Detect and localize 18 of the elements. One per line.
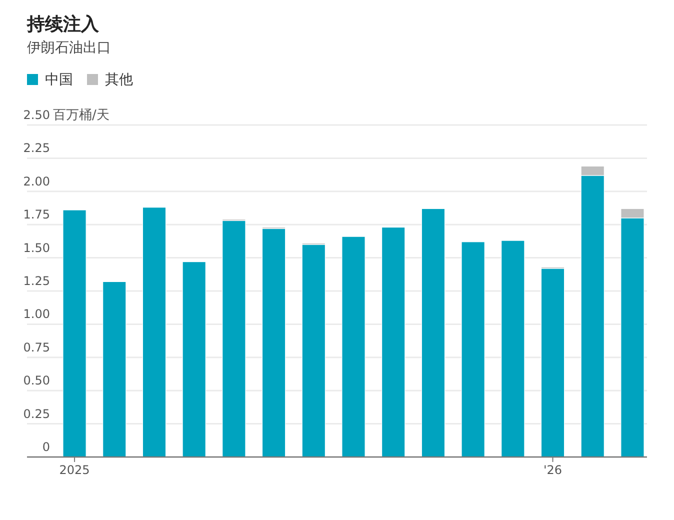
y-tick-label: 1.25 (23, 274, 50, 288)
y-tick-label: 0.50 (23, 374, 50, 388)
y-tick-label: 0.75 (23, 340, 50, 354)
y-tick-label: 2.25 (23, 141, 50, 156)
y-tick-label: 1.00 (23, 307, 50, 322)
y-tick-label: 0.25 (23, 406, 50, 421)
x-tick-label: '26 (543, 463, 562, 477)
y-tick-label: 1.75 (23, 208, 50, 222)
y-tick-label: 1.50 (23, 240, 50, 255)
y-tick-label: 2.00 (23, 174, 50, 188)
y-tick-label: 2.50 (23, 108, 50, 122)
y-axis-title: 百万桶/天 (53, 108, 110, 123)
chart-title: 持续注入 (26, 14, 100, 35)
y-tick-label: 0 (42, 440, 50, 454)
legend-label: 其他 (105, 72, 133, 88)
x-tick-label: 2025 (59, 463, 90, 477)
legend-label: 中国 (45, 72, 73, 88)
chart-subtitle: 伊朗石油出口 (27, 40, 111, 56)
